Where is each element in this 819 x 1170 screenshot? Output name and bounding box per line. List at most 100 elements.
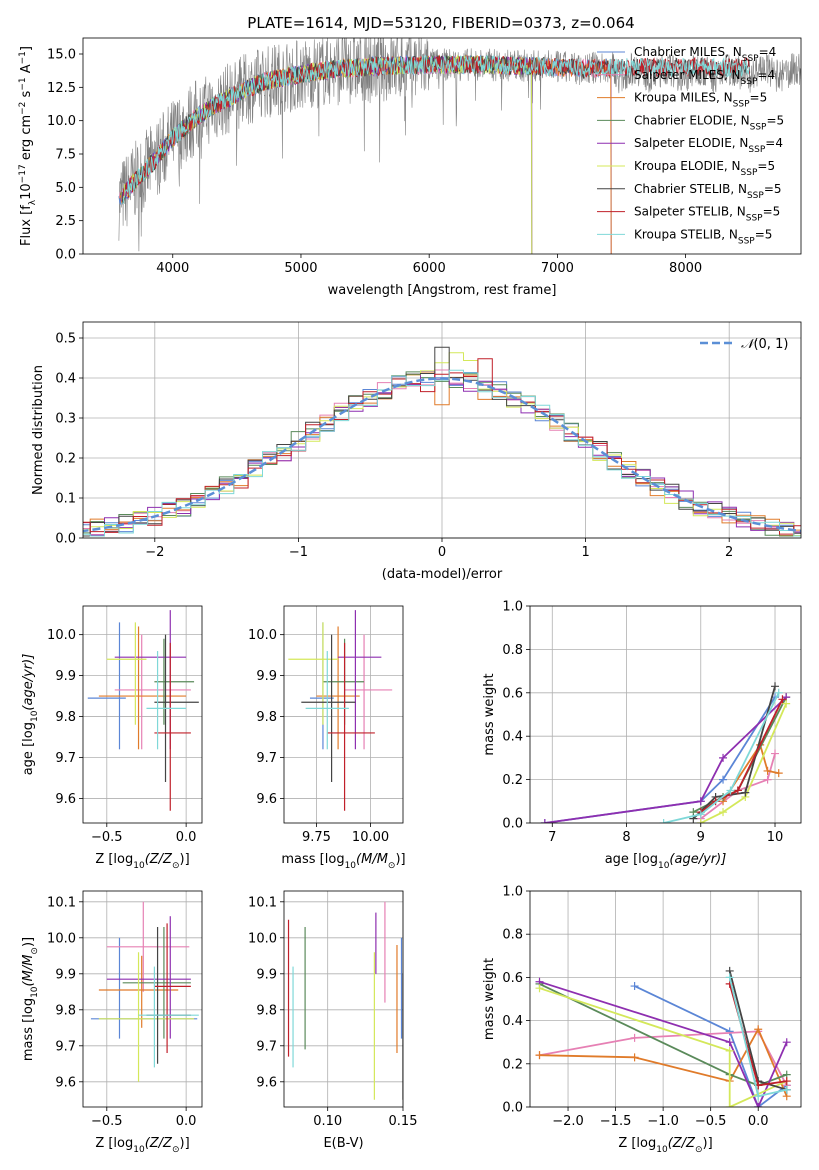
label-part: =5	[764, 182, 782, 196]
weight-marker	[782, 1038, 791, 1047]
legend-label: Kroupa ELODIE, NSSP=5	[634, 159, 775, 178]
weight-marker	[774, 688, 783, 697]
weight-line-salpeter-elodie	[544, 696, 787, 823]
y-tick-label: 15.0	[47, 48, 76, 63]
x-tick-label: −2	[145, 545, 164, 560]
weight-marker	[696, 819, 705, 823]
y-tick-label: 0.3	[55, 412, 76, 427]
weight-marker	[659, 819, 668, 823]
label-part: Z [log	[95, 852, 133, 867]
label-part: SSP	[748, 145, 765, 155]
ebv-mass-panel: 0.10 0.15 9.6 9.7 9.8 9.9 10.0 10.1 E(B-V)	[248, 890, 417, 1151]
weight-marker	[782, 699, 791, 708]
y-tick-label: 0.2	[502, 1057, 523, 1072]
x-tick-label: 8	[622, 830, 630, 845]
x-tick-label: 10.00	[352, 830, 389, 845]
label-part: Salpeter STELIB, N	[634, 205, 746, 219]
label-part: =4	[757, 68, 775, 82]
x-tick-label: −0.5	[695, 1114, 727, 1129]
label-part: =4	[759, 45, 777, 59]
legend-label: Salpeter STELIB, NSSP=5	[634, 205, 780, 224]
legend-label: Salpeter MILES, NSSP=4	[634, 68, 775, 87]
legend-label: Chabrier STELIB, NSSP=5	[634, 182, 782, 201]
figure-title: PLATE=1614, MJD=53120, FIBERID=0373, z=0…	[247, 14, 634, 32]
x-axis-label: age [log10(age/yr)]	[605, 852, 727, 871]
y-tick-label: 2.5	[55, 214, 76, 229]
weight-marker	[696, 810, 705, 819]
y-tick-label: 9.6	[55, 1075, 76, 1090]
y-tick-label: 9.6	[55, 792, 76, 807]
y-tick-label: 9.8	[55, 710, 76, 725]
y-tick-label: 12.5	[47, 81, 76, 96]
x-axis-label: wavelength [Angstrom, rest frame]	[328, 283, 557, 298]
y-tick-label: 0.0	[502, 1101, 523, 1116]
x-tick-label: 0	[438, 545, 446, 560]
x-tick-label: 4000	[156, 261, 189, 276]
weight-marker	[754, 1092, 763, 1101]
label-part: 10	[19, 183, 34, 200]
label-part: SSP	[750, 122, 767, 132]
label-part: SSP	[742, 54, 759, 64]
y-tick-label: 5.0	[55, 181, 76, 196]
plot-area	[287, 901, 403, 1100]
label-part: −2	[18, 102, 28, 115]
label-part: 10	[133, 1145, 145, 1155]
z-age-panel: −0.5 0.09.69.79.89.910.0Z [log10(Z/Z⊙)]ag…	[21, 605, 203, 871]
y-tick-label: 9.8	[256, 710, 277, 725]
x-tick-label: −1.0	[647, 1114, 679, 1129]
label-part: age [log	[605, 852, 658, 867]
histogram-chabrier-stelib	[83, 346, 801, 537]
weight-line-kroupa-elodie	[700, 703, 788, 823]
model-spectrum-kroupa-elodie	[121, 54, 533, 254]
weight-marker	[630, 982, 639, 991]
y-tick-label: 0.4	[502, 1014, 523, 1029]
label-part: )]	[180, 1136, 190, 1151]
weight-marker	[725, 1038, 734, 1047]
weight-marker	[719, 775, 728, 784]
legend-label: 𝒩(0, 1)	[741, 337, 788, 352]
weight-marker	[696, 797, 705, 806]
y-tick-label: 7.5	[55, 148, 76, 163]
label-part: (Z/Z	[145, 852, 173, 867]
label-part: =5	[766, 113, 784, 127]
legend-label: Kroupa MILES, NSSP=5	[634, 91, 767, 110]
label-part: (age/yr)]	[21, 654, 36, 711]
mass-age-panel: 9.75 10.00 9.6 9.7 9.8 9.9 10.0 mass [log10(M/M…	[248, 605, 406, 871]
label-part: (M/M	[356, 852, 388, 867]
plot-area	[118, 38, 801, 254]
model-spectrum-salpeter-stelib	[122, 55, 750, 198]
axes-frame	[283, 605, 404, 824]
label-part: (age/yr)]	[669, 852, 726, 867]
x-tick-label: −0.5	[91, 1114, 123, 1129]
weight-marker	[725, 1103, 734, 1107]
y-tick-label: 0.4	[502, 730, 523, 745]
x-axis-label: (data-model)/error	[382, 567, 503, 582]
y-tick-label: 10.0	[248, 931, 277, 946]
x-tick-label: 7	[548, 830, 556, 845]
y-axis-label: mass weight	[482, 958, 497, 1040]
axes-frame	[82, 605, 203, 824]
y-tick-label: 0.8	[502, 643, 523, 658]
y-axis-label: Flux [fλ10−17 erg cm−2 s−1 A−1]	[18, 46, 38, 246]
weight-line-salpeter-miles	[539, 1030, 788, 1086]
model-spectrum-chabrier-miles	[118, 54, 612, 254]
y-tick-label: 0.1	[55, 492, 76, 507]
y-tick-label: 9.8	[256, 1003, 277, 1018]
x-tick-label: 2	[725, 545, 733, 560]
weight-marker	[535, 984, 544, 993]
legend-label: Chabrier ELODIE, NSSP=5	[634, 113, 784, 132]
y-tick-label: 10.0	[47, 114, 76, 129]
model-spectrum-kroupa-stelib	[122, 54, 750, 205]
y-tick-label: 10.1	[47, 895, 76, 910]
x-tick-label: 0.0	[176, 830, 197, 845]
weight-line-chabrier-elodie	[539, 983, 788, 1087]
label-part: )]	[395, 852, 405, 867]
y-tick-label: 0.6	[502, 686, 523, 701]
label-part: 10	[656, 1145, 668, 1155]
x-tick-label: 9	[697, 830, 705, 845]
axes-frame	[529, 605, 802, 824]
label-part: =5	[763, 205, 781, 219]
x-tick-label: 1	[581, 545, 589, 560]
weight-marker	[771, 682, 780, 691]
